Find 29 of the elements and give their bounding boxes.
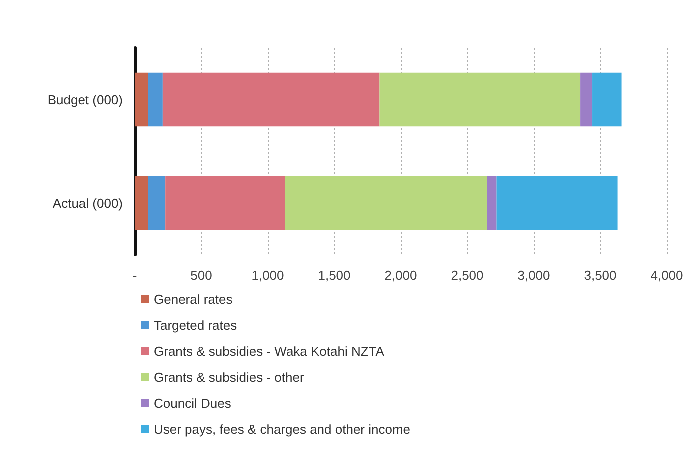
y-tick-label: Actual (000) — [52, 196, 123, 211]
legend-label: User pays, fees & charges and other income — [154, 422, 411, 437]
x-tick-label: 1,000 — [252, 268, 284, 283]
legend-label: Council Dues — [154, 396, 232, 411]
x-tick-label: 3,500 — [584, 268, 617, 283]
bar — [580, 72, 593, 127]
bar — [166, 176, 286, 230]
bar — [135, 72, 148, 127]
y-tick-label: Budget (000) — [48, 92, 123, 108]
bar — [496, 176, 618, 230]
bar — [380, 72, 581, 127]
x-tick-label: - — [132, 268, 138, 283]
bar — [148, 176, 166, 230]
x-tick-label: 500 — [190, 268, 212, 283]
x-tick-label: 3,000 — [518, 268, 550, 283]
bar — [162, 72, 380, 127]
x-tick-label: 4,000 — [650, 268, 684, 283]
legend-label: Grants & subsidies - Waka Kotahi NZTA — [154, 344, 385, 359]
x-tick-label: 2,500 — [451, 268, 484, 283]
x-tick-label: 1,500 — [318, 268, 351, 283]
bar — [487, 176, 497, 230]
legend-label: Targeted rates — [154, 318, 238, 333]
bar — [592, 72, 622, 127]
bar — [135, 176, 148, 230]
legend-label: General rates — [154, 292, 234, 307]
x-tick-label: 2,000 — [384, 268, 418, 283]
bar — [148, 72, 163, 127]
legend-label: Grants & subsidies - other — [154, 370, 305, 385]
bar — [285, 176, 488, 230]
